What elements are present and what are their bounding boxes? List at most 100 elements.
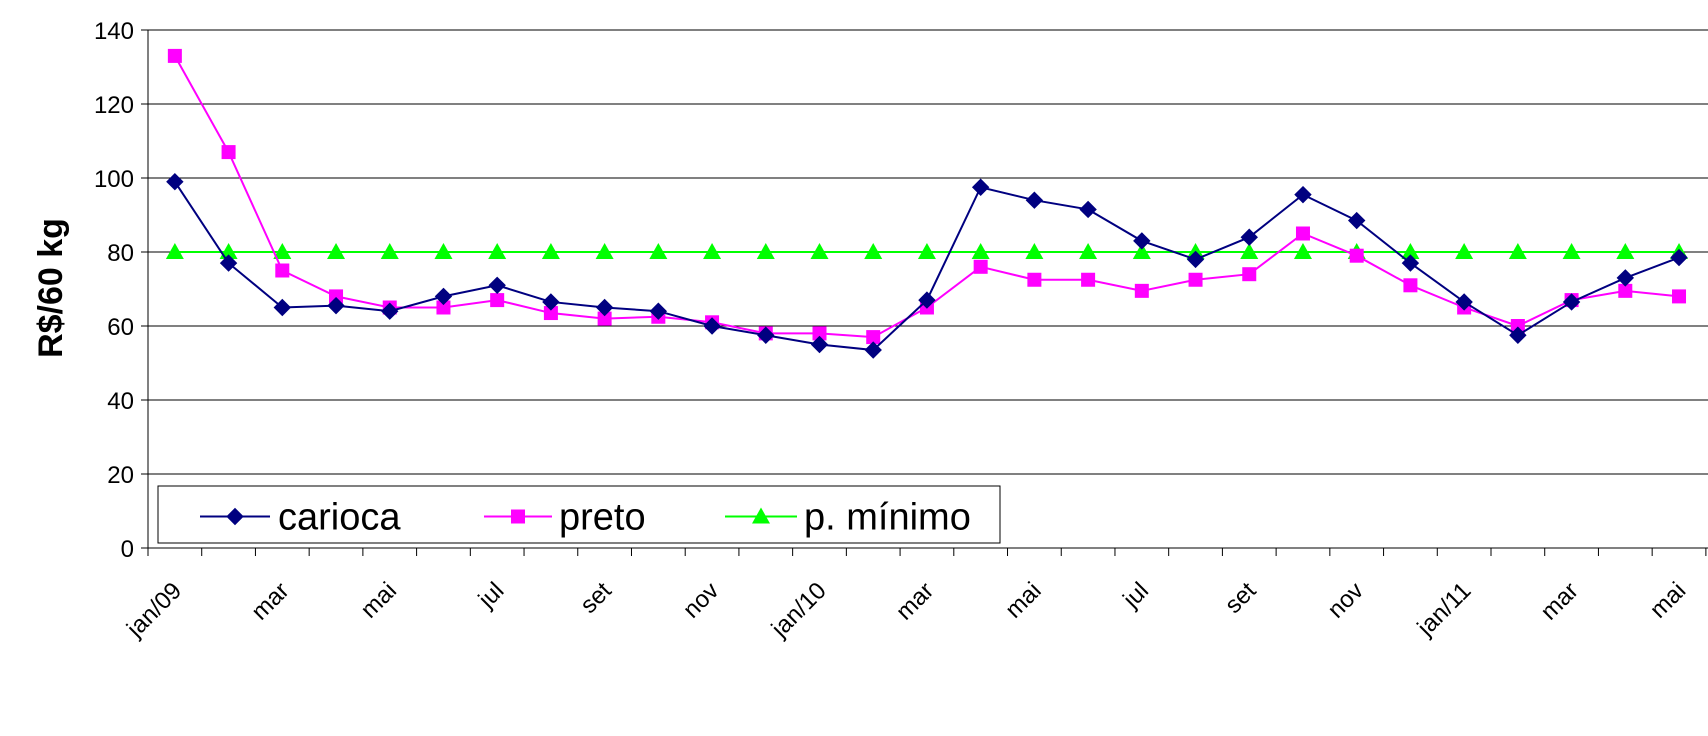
data-point bbox=[1455, 293, 1473, 311]
legend-item: preto bbox=[484, 497, 646, 539]
data-point bbox=[866, 330, 881, 345]
data-point bbox=[1403, 278, 1418, 293]
legend-box bbox=[157, 485, 1001, 544]
data-point bbox=[1240, 243, 1259, 259]
x-tick-label: mai bbox=[1000, 577, 1046, 623]
data-point bbox=[973, 259, 988, 274]
data-point bbox=[543, 306, 558, 321]
data-point bbox=[864, 341, 882, 359]
legend-label: p. mínimo bbox=[804, 497, 971, 539]
data-point bbox=[1025, 243, 1044, 259]
data-point bbox=[434, 243, 453, 259]
data-point bbox=[273, 243, 292, 259]
data-point bbox=[273, 298, 292, 317]
data-point bbox=[541, 243, 560, 259]
legend-marker bbox=[226, 507, 244, 526]
data-point bbox=[1455, 243, 1474, 259]
data-point bbox=[1616, 269, 1635, 287]
data-point bbox=[327, 296, 345, 315]
y-axis-label: R$/60 kg bbox=[32, 218, 70, 358]
y-tick-label: 140 bbox=[94, 18, 134, 45]
data-point bbox=[595, 298, 614, 317]
data-point bbox=[649, 243, 668, 259]
x-tick-label: mai bbox=[356, 577, 402, 623]
x-tick-label: mai bbox=[1645, 577, 1691, 623]
data-point bbox=[1347, 211, 1366, 230]
data-point bbox=[1672, 289, 1687, 304]
y-tick-label: 80 bbox=[107, 240, 134, 267]
data-point bbox=[165, 243, 184, 259]
data-point bbox=[329, 289, 344, 304]
data-point bbox=[917, 243, 936, 259]
legend-label: preto bbox=[559, 497, 646, 539]
data-point bbox=[1510, 319, 1525, 333]
y-tick-label: 40 bbox=[107, 388, 134, 415]
data-point bbox=[1401, 243, 1420, 259]
data-point bbox=[1079, 243, 1098, 259]
series-line bbox=[174, 181, 1680, 352]
x-tick-label: set bbox=[1220, 577, 1262, 619]
data-point bbox=[1616, 243, 1635, 259]
data-point bbox=[1188, 272, 1203, 287]
x-tick-label: mar bbox=[1535, 577, 1583, 625]
data-point bbox=[166, 172, 184, 191]
x-axis-ticks: jan/09 mar mai jul set nov jan/10 mar mai jul set n… bbox=[121, 548, 1707, 643]
data-point bbox=[1509, 326, 1527, 344]
x-tick-label: mar bbox=[246, 577, 294, 625]
x-tick-label: nov bbox=[1322, 577, 1368, 623]
data-point bbox=[812, 326, 827, 341]
y-tick-label: 20 bbox=[107, 462, 134, 489]
data-point bbox=[1294, 185, 1312, 204]
x-tick-label: jan/11 bbox=[1412, 577, 1477, 642]
data-point bbox=[327, 243, 346, 259]
data-point bbox=[221, 145, 236, 160]
data-point bbox=[1562, 243, 1581, 259]
x-tick-label: jan/10 bbox=[766, 577, 832, 643]
data-point bbox=[1025, 191, 1044, 209]
data-point bbox=[1133, 232, 1151, 250]
data-point bbox=[756, 243, 775, 259]
data-point bbox=[1134, 283, 1149, 298]
y-tick-label: 0 bbox=[121, 536, 134, 563]
data-point bbox=[1081, 272, 1096, 287]
x-tick-label: jul bbox=[473, 577, 510, 614]
data-point bbox=[542, 293, 560, 311]
y-tick-label: 120 bbox=[94, 92, 134, 119]
data-point bbox=[703, 243, 722, 259]
data-point bbox=[1293, 243, 1312, 259]
data-point bbox=[1186, 250, 1205, 269]
data-point bbox=[918, 291, 936, 309]
data-point bbox=[1670, 248, 1688, 267]
data-point bbox=[380, 243, 399, 259]
data-point bbox=[381, 302, 399, 320]
data-point bbox=[167, 48, 182, 63]
data-point bbox=[1508, 243, 1527, 259]
y-axis-ticks: 0 20 40 60 80 100 120 140 bbox=[94, 18, 148, 563]
data-point bbox=[1132, 243, 1151, 259]
y-tick-label: 60 bbox=[107, 314, 134, 341]
legend-label: carioca bbox=[278, 497, 401, 539]
data-point bbox=[1240, 228, 1258, 246]
data-point bbox=[597, 311, 612, 326]
data-point bbox=[1562, 293, 1581, 311]
data-point bbox=[488, 243, 507, 259]
data-point bbox=[1349, 248, 1364, 263]
y-tick-label: 100 bbox=[94, 166, 134, 193]
axes bbox=[147, 30, 1708, 549]
legend-marker bbox=[752, 507, 770, 524]
x-tick-label: jan/09 bbox=[121, 577, 187, 643]
data-point bbox=[971, 178, 990, 196]
series-group bbox=[165, 48, 1689, 359]
data-point bbox=[649, 302, 668, 320]
data-point bbox=[219, 254, 238, 272]
data-point bbox=[1242, 267, 1257, 282]
legend-item: carioca bbox=[200, 497, 401, 539]
data-point bbox=[1295, 226, 1310, 241]
data-point bbox=[757, 326, 775, 344]
data-point bbox=[1027, 272, 1042, 287]
legend-item: p. mínimo bbox=[725, 497, 971, 539]
series-carioca bbox=[166, 172, 1688, 359]
series-pmnimo bbox=[165, 243, 1689, 259]
data-point bbox=[434, 287, 453, 306]
data-point bbox=[436, 300, 451, 315]
